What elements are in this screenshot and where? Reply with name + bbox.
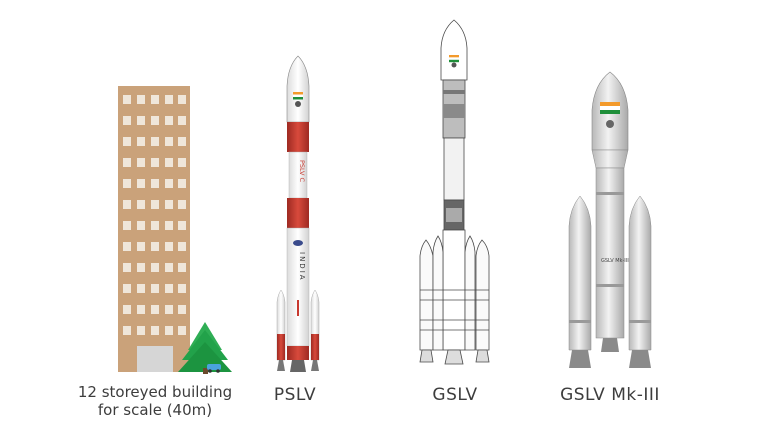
building-window xyxy=(165,137,173,146)
building-window xyxy=(165,263,173,272)
building-caption-line1: 12 storeyed building xyxy=(77,383,233,401)
building-window xyxy=(137,179,145,188)
tree-icon xyxy=(178,322,232,374)
building-window xyxy=(165,95,173,104)
building-window xyxy=(123,305,131,314)
building-window xyxy=(178,326,186,335)
building-window xyxy=(123,221,131,230)
gslv-mk3-rocket: GSLV Mk-III xyxy=(568,71,652,368)
building-window xyxy=(137,284,145,293)
building-window xyxy=(165,158,173,167)
building-window xyxy=(165,221,173,230)
building-window xyxy=(137,263,145,272)
gslv-rocket xyxy=(419,19,490,365)
building-window xyxy=(165,284,173,293)
building-window xyxy=(123,242,131,251)
building-window xyxy=(178,95,186,104)
building-window xyxy=(151,305,159,314)
building-window xyxy=(151,263,159,272)
building-window xyxy=(178,116,186,125)
building-window xyxy=(178,263,186,272)
building-window xyxy=(137,200,145,209)
building-caption: 12 storeyed building for scale (40m) xyxy=(70,383,240,419)
building-window xyxy=(151,200,159,209)
building-window xyxy=(178,158,186,167)
building-window xyxy=(123,95,131,104)
building-window xyxy=(137,305,145,314)
car-icon xyxy=(207,364,221,373)
pslv-caption: PSLV xyxy=(273,385,317,405)
building-window xyxy=(165,305,173,314)
building-window xyxy=(123,179,131,188)
building-window xyxy=(165,242,173,251)
building-window xyxy=(151,242,159,251)
building-window xyxy=(123,200,131,209)
pslv-vertical-label: PSLV C xyxy=(298,160,306,182)
building-window xyxy=(151,221,159,230)
building-window xyxy=(178,284,186,293)
building-window xyxy=(178,200,186,209)
building-window xyxy=(123,158,131,167)
building-entrance xyxy=(137,346,173,372)
building-window xyxy=(137,326,145,335)
gslv-mk3-body-label: GSLV Mk-III xyxy=(601,258,629,264)
building-window xyxy=(165,326,173,335)
pslv-rocket: PSLV C INDIA xyxy=(276,55,320,372)
building-caption-line2: for scale (40m) xyxy=(97,401,213,419)
building-window xyxy=(178,137,186,146)
building-window xyxy=(151,137,159,146)
building-windows xyxy=(123,95,186,335)
pslv-india-label: INDIA xyxy=(298,252,306,282)
building-window xyxy=(123,137,131,146)
building-window xyxy=(151,284,159,293)
building-window xyxy=(123,284,131,293)
building-window xyxy=(178,179,186,188)
building-window xyxy=(165,116,173,125)
building-window xyxy=(151,116,159,125)
building-window xyxy=(123,326,131,335)
building-window xyxy=(137,116,145,125)
building-window xyxy=(165,200,173,209)
building-window xyxy=(123,116,131,125)
building-window xyxy=(151,326,159,335)
building-window xyxy=(151,179,159,188)
building-window xyxy=(151,158,159,167)
building-window xyxy=(137,158,145,167)
building-window xyxy=(137,137,145,146)
building-window xyxy=(137,95,145,104)
building-window xyxy=(151,95,159,104)
building-window xyxy=(137,221,145,230)
building-window xyxy=(178,242,186,251)
building xyxy=(118,86,190,372)
building-window xyxy=(123,263,131,272)
building-window xyxy=(178,305,186,314)
building-window xyxy=(165,179,173,188)
building-window xyxy=(178,221,186,230)
building-window xyxy=(137,242,145,251)
gslv-mk3-caption: GSLV Mk-III xyxy=(560,385,660,405)
gslv-caption: GSLV xyxy=(432,385,478,405)
